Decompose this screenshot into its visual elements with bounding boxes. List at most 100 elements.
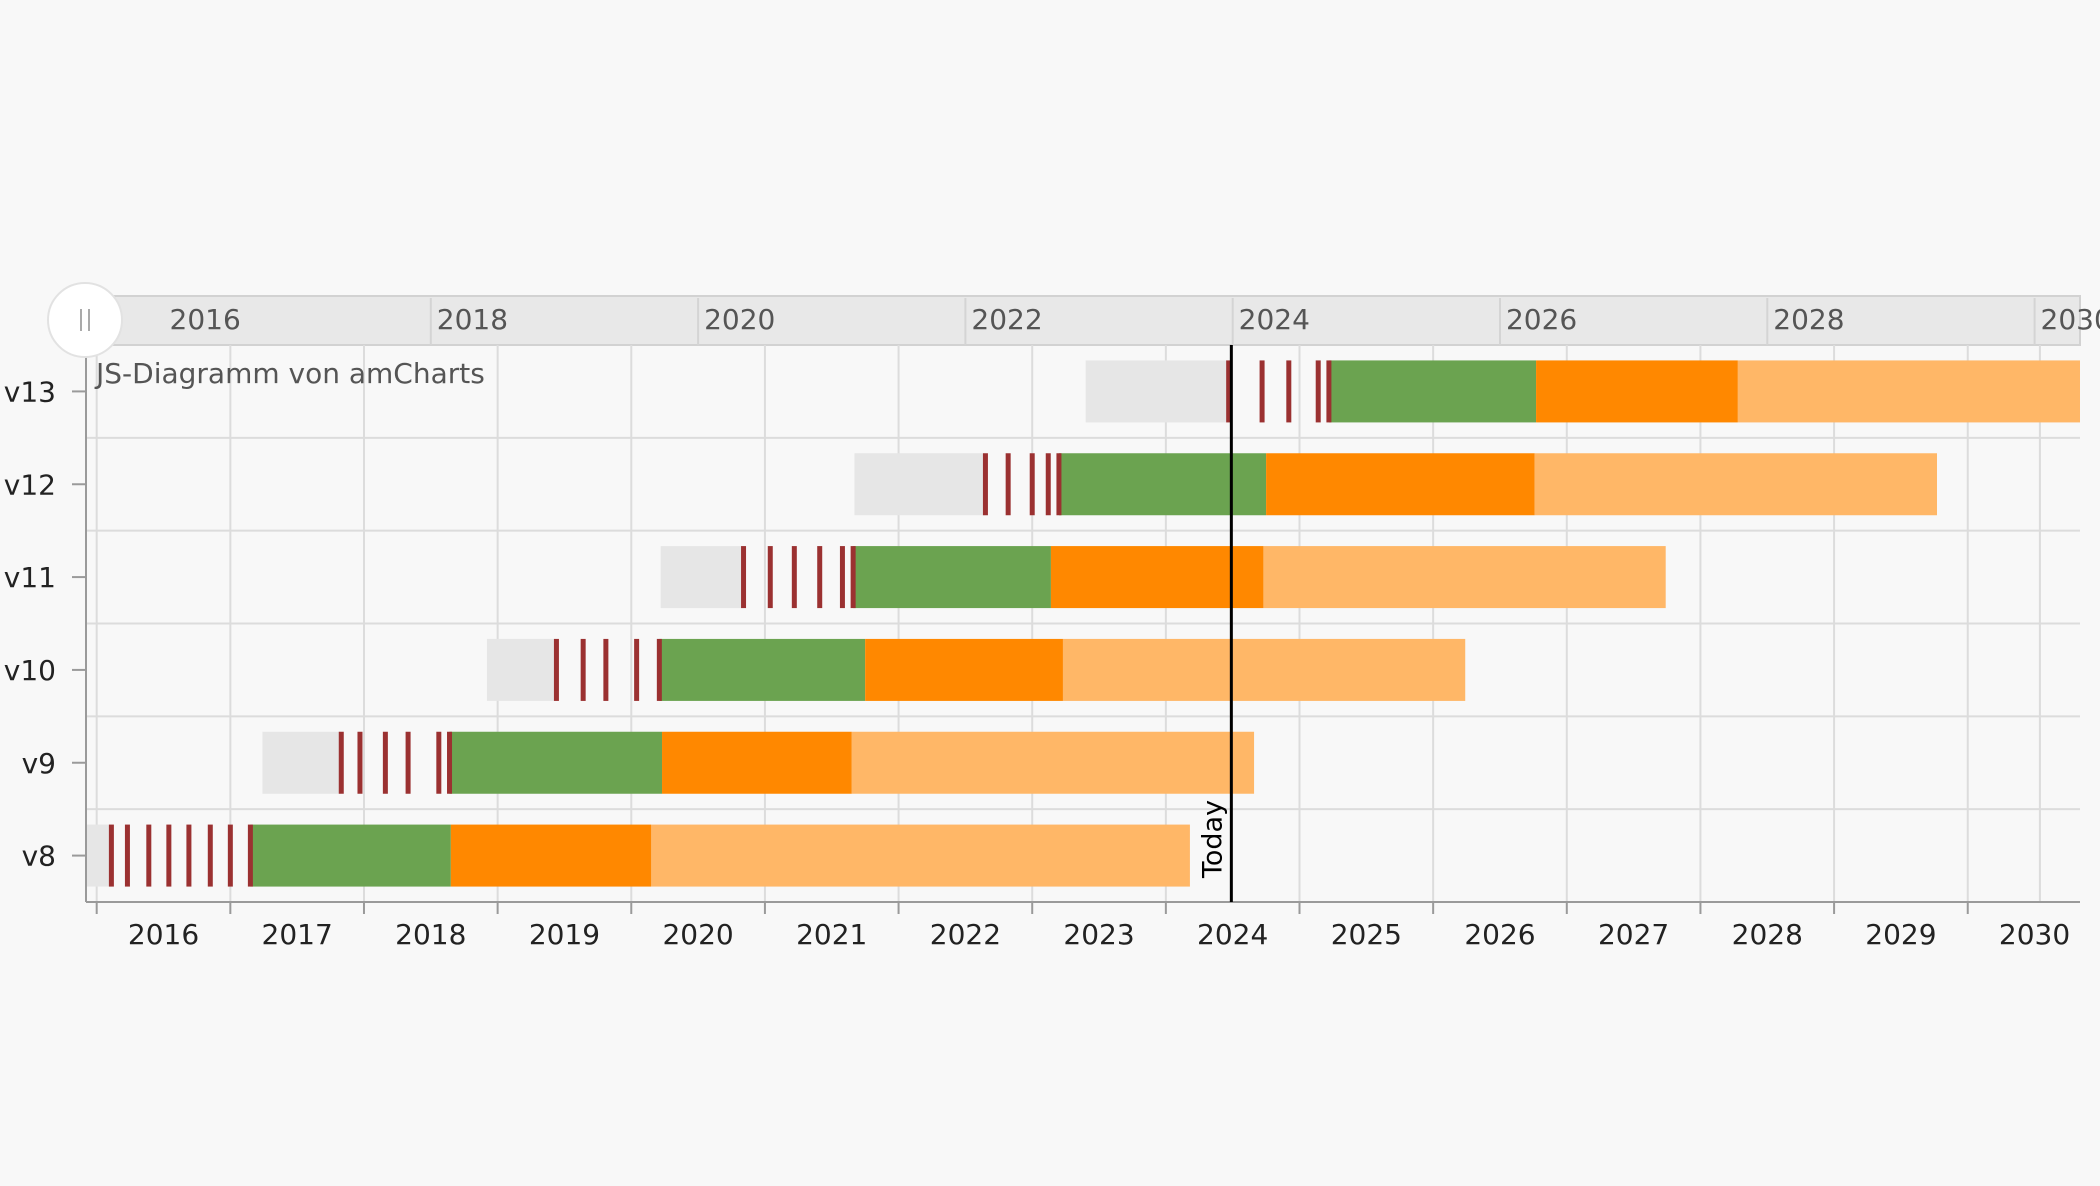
grid: JS-Diagramm von amCharts	[86, 345, 2080, 902]
x-axis-label: 2028	[1732, 918, 1803, 951]
x-axis-label: 2029	[1865, 918, 1936, 951]
y-axis-label: v13	[4, 375, 56, 408]
bar-row-v12	[854, 453, 1937, 516]
milestone-marker[interactable]	[166, 824, 172, 887]
milestone-marker[interactable]	[108, 824, 114, 887]
active-support-bar[interactable]	[1058, 453, 1267, 516]
milestone-marker[interactable]	[227, 824, 233, 887]
scrollbar-tick-label: 2030	[2041, 303, 2100, 336]
x-axis-label: 2023	[1063, 918, 1134, 951]
active-support-bar[interactable]	[449, 731, 663, 794]
milestone-marker[interactable]	[436, 731, 442, 794]
bar-row-v9	[262, 731, 1255, 794]
milestone-marker[interactable]	[146, 824, 152, 887]
milestone-marker[interactable]	[1226, 360, 1232, 423]
milestone-marker[interactable]	[1286, 360, 1292, 423]
bar-row-v10	[486, 638, 1466, 701]
y-axis-label: v10	[4, 654, 56, 687]
bar-row-v8	[86, 824, 1190, 887]
maintenance-bar[interactable]	[662, 731, 852, 794]
x-axis-label: 2016	[128, 918, 199, 951]
x-axis-label: 2022	[930, 918, 1001, 951]
milestone-marker[interactable]	[1056, 453, 1062, 516]
date-scrollbar[interactable]: 2016 2018 2020 2022 2024 2026 2028 2030	[85, 295, 2100, 346]
x-axis-label: 2026	[1464, 918, 1535, 951]
axes: v13 v12 v11 v10 v9 v8 2016 2017 2018 2019 2020 2021…	[4, 345, 2080, 951]
milestone-marker[interactable]	[207, 824, 213, 887]
development-bar[interactable]	[86, 824, 112, 887]
active-support-bar[interactable]	[250, 824, 451, 887]
scrollbar-grip-handle[interactable]	[47, 282, 123, 358]
maintenance-bar[interactable]	[1266, 453, 1535, 516]
milestone-marker[interactable]	[603, 638, 609, 701]
milestone-marker[interactable]	[839, 546, 845, 609]
milestone-marker[interactable]	[186, 824, 192, 887]
scrollbar-tick-label: 2020	[704, 303, 775, 336]
milestone-marker[interactable]	[247, 824, 253, 887]
milestone-marker[interactable]	[580, 638, 586, 701]
bar-row-v11	[660, 546, 1666, 609]
x-axis-label: 2025	[1331, 918, 1402, 951]
milestone-marker[interactable]	[634, 638, 640, 701]
scrollbar-track[interactable]	[85, 295, 2081, 346]
milestone-marker[interactable]	[767, 546, 773, 609]
milestone-marker[interactable]	[447, 731, 453, 794]
milestone-marker[interactable]	[1315, 360, 1321, 423]
scrollbar-tick-label: 2026	[1506, 303, 1577, 336]
active-support-bar[interactable]	[659, 638, 866, 701]
development-bar[interactable]	[1085, 360, 1228, 423]
x-axis-label: 2020	[662, 918, 733, 951]
extended-support-bar[interactable]	[1062, 638, 1466, 701]
scrollbar-tick-label: 2028	[1773, 303, 1844, 336]
y-axis-label: v12	[4, 468, 56, 501]
x-axis-label: 2017	[262, 918, 333, 951]
maintenance-bar[interactable]	[450, 824, 652, 887]
milestone-marker[interactable]	[1045, 453, 1051, 516]
milestone-marker[interactable]	[1005, 453, 1011, 516]
extended-support-bar[interactable]	[851, 731, 1255, 794]
scrollbar-tick-label: 2024	[1239, 303, 1310, 336]
x-axis-label: 2027	[1598, 918, 1669, 951]
maintenance-bar[interactable]	[1050, 546, 1264, 609]
milestone-marker[interactable]	[741, 546, 747, 609]
scrollbar-tick-label: 2016	[170, 303, 241, 336]
milestone-marker[interactable]	[338, 731, 344, 794]
milestone-marker[interactable]	[1326, 360, 1332, 423]
x-axis-label: 2030	[1999, 918, 2070, 951]
x-axis-label: 2018	[395, 918, 466, 951]
scrollbar-tick-label: 2022	[971, 303, 1042, 336]
milestone-marker[interactable]	[656, 638, 662, 701]
x-axis-label: 2021	[796, 918, 867, 951]
maintenance-bar[interactable]	[1536, 360, 1738, 423]
maintenance-bar[interactable]	[865, 638, 1063, 701]
extended-support-bar[interactable]	[1534, 453, 1937, 516]
milestone-marker[interactable]	[405, 731, 411, 794]
active-support-bar[interactable]	[1328, 360, 1537, 423]
milestone-marker[interactable]	[553, 638, 559, 701]
development-bar[interactable]	[854, 453, 986, 516]
development-bar[interactable]	[486, 638, 557, 701]
x-axis-label: 2024	[1197, 918, 1268, 951]
extended-support-bar[interactable]	[651, 824, 1190, 887]
bars	[86, 360, 2080, 887]
milestone-marker[interactable]	[382, 731, 388, 794]
active-support-bar[interactable]	[853, 546, 1051, 609]
milestone-marker[interactable]	[1029, 453, 1035, 516]
extended-support-bar[interactable]	[1263, 546, 1666, 609]
milestone-marker[interactable]	[817, 546, 823, 609]
milestone-marker[interactable]	[982, 453, 988, 516]
milestone-marker[interactable]	[791, 546, 797, 609]
milestone-marker[interactable]	[850, 546, 856, 609]
extended-support-bar[interactable]	[1737, 360, 2080, 423]
bar-row-v13	[1085, 360, 2080, 423]
milestone-marker[interactable]	[357, 731, 363, 794]
milestone-marker[interactable]	[124, 824, 130, 887]
development-bar[interactable]	[660, 546, 744, 609]
x-axis-label: 2019	[529, 918, 600, 951]
development-bar[interactable]	[262, 731, 342, 794]
today-label: Today	[1197, 800, 1228, 879]
milestone-marker[interactable]	[1259, 360, 1265, 423]
y-axis-label: v8	[22, 840, 56, 873]
